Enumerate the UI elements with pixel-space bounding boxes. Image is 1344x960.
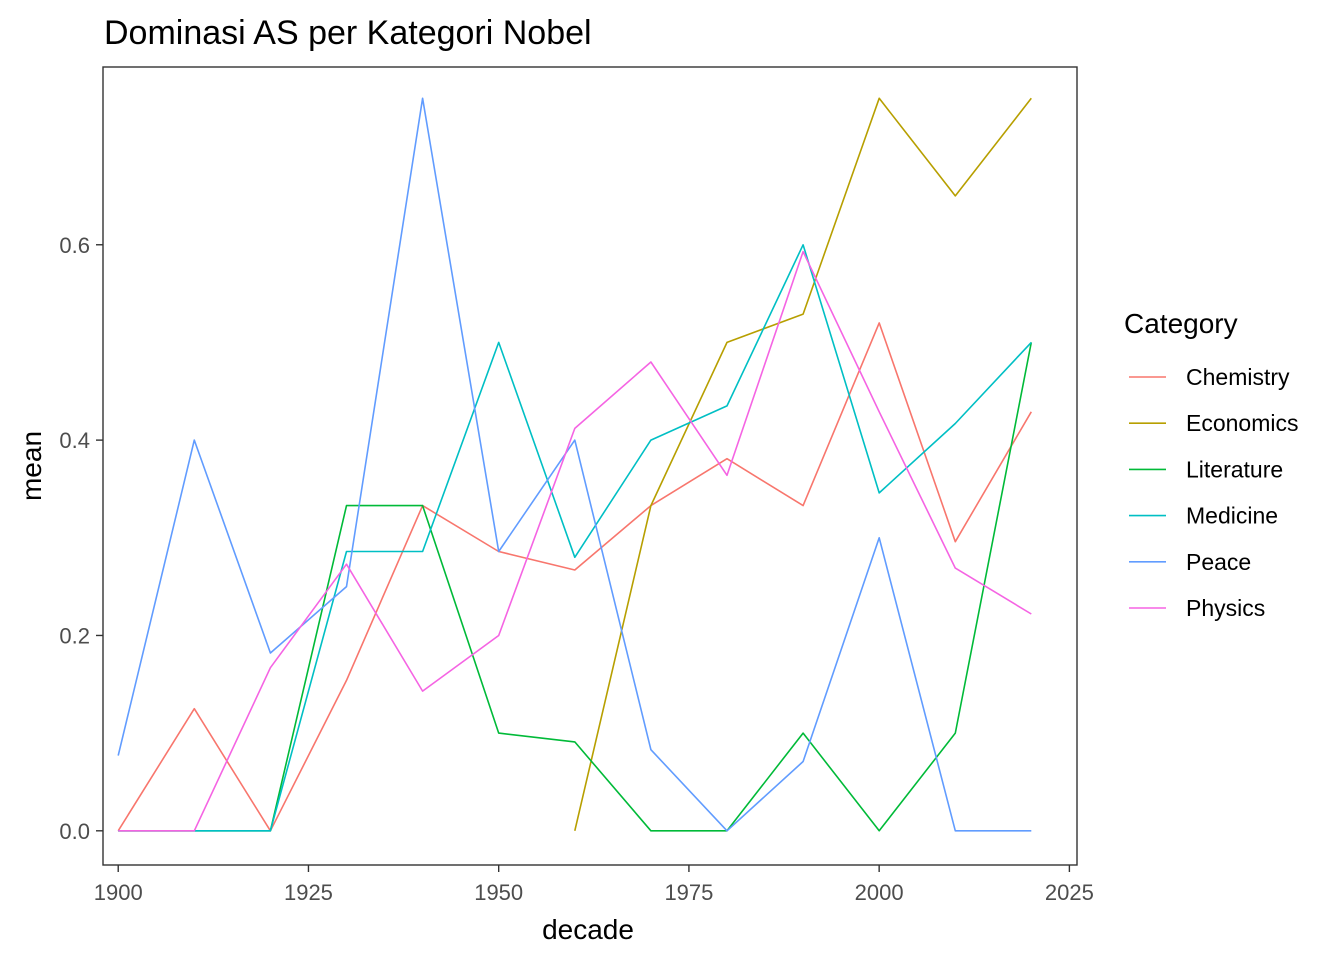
series-line-literature xyxy=(118,342,1033,832)
chart-title: Dominasi AS per Kategori Nobel xyxy=(104,14,592,52)
series-line-physics xyxy=(118,250,1032,832)
y-tick-label-1: 0.2 xyxy=(59,623,90,648)
legend-label-literature: Literature xyxy=(1186,456,1283,482)
legend-label-physics: Physics xyxy=(1186,595,1265,621)
legend: Category Chemistry Economics Literature Med… xyxy=(1124,308,1298,621)
legend-label-economics: Economics xyxy=(1186,410,1298,436)
y-axis-title: mean xyxy=(16,431,47,501)
y-tick-label-0: 0.0 xyxy=(59,819,90,844)
plot-area: 1900 1925 1950 1975 2000 2025 0.0 0.2 0.4 0.6 xyxy=(59,66,1094,905)
y-tick-label-2: 0.4 xyxy=(59,428,90,453)
x-tick-label-1950: 1950 xyxy=(474,880,523,905)
series-line-peace xyxy=(117,97,1032,832)
x-tick-label-1975: 1975 xyxy=(664,880,713,905)
x-tick-label-2025: 2025 xyxy=(1045,880,1094,905)
x-tick-label-1925: 1925 xyxy=(284,880,333,905)
y-tick-label-3: 0.6 xyxy=(59,233,90,258)
legend-label-medicine: Medicine xyxy=(1186,503,1278,529)
legend-label-peace: Peace xyxy=(1186,549,1251,575)
series-line-chemistry xyxy=(117,322,1032,832)
x-tick-label-2000: 2000 xyxy=(855,880,904,905)
panel-border xyxy=(102,66,1078,866)
legend-label-chemistry: Chemistry xyxy=(1186,364,1290,390)
legend-title: Category xyxy=(1124,308,1238,339)
x-axis-title: decade xyxy=(542,914,634,945)
x-tick-label-1900: 1900 xyxy=(94,880,143,905)
series-line-economics xyxy=(574,97,1032,831)
series-line-medicine xyxy=(118,244,1032,832)
